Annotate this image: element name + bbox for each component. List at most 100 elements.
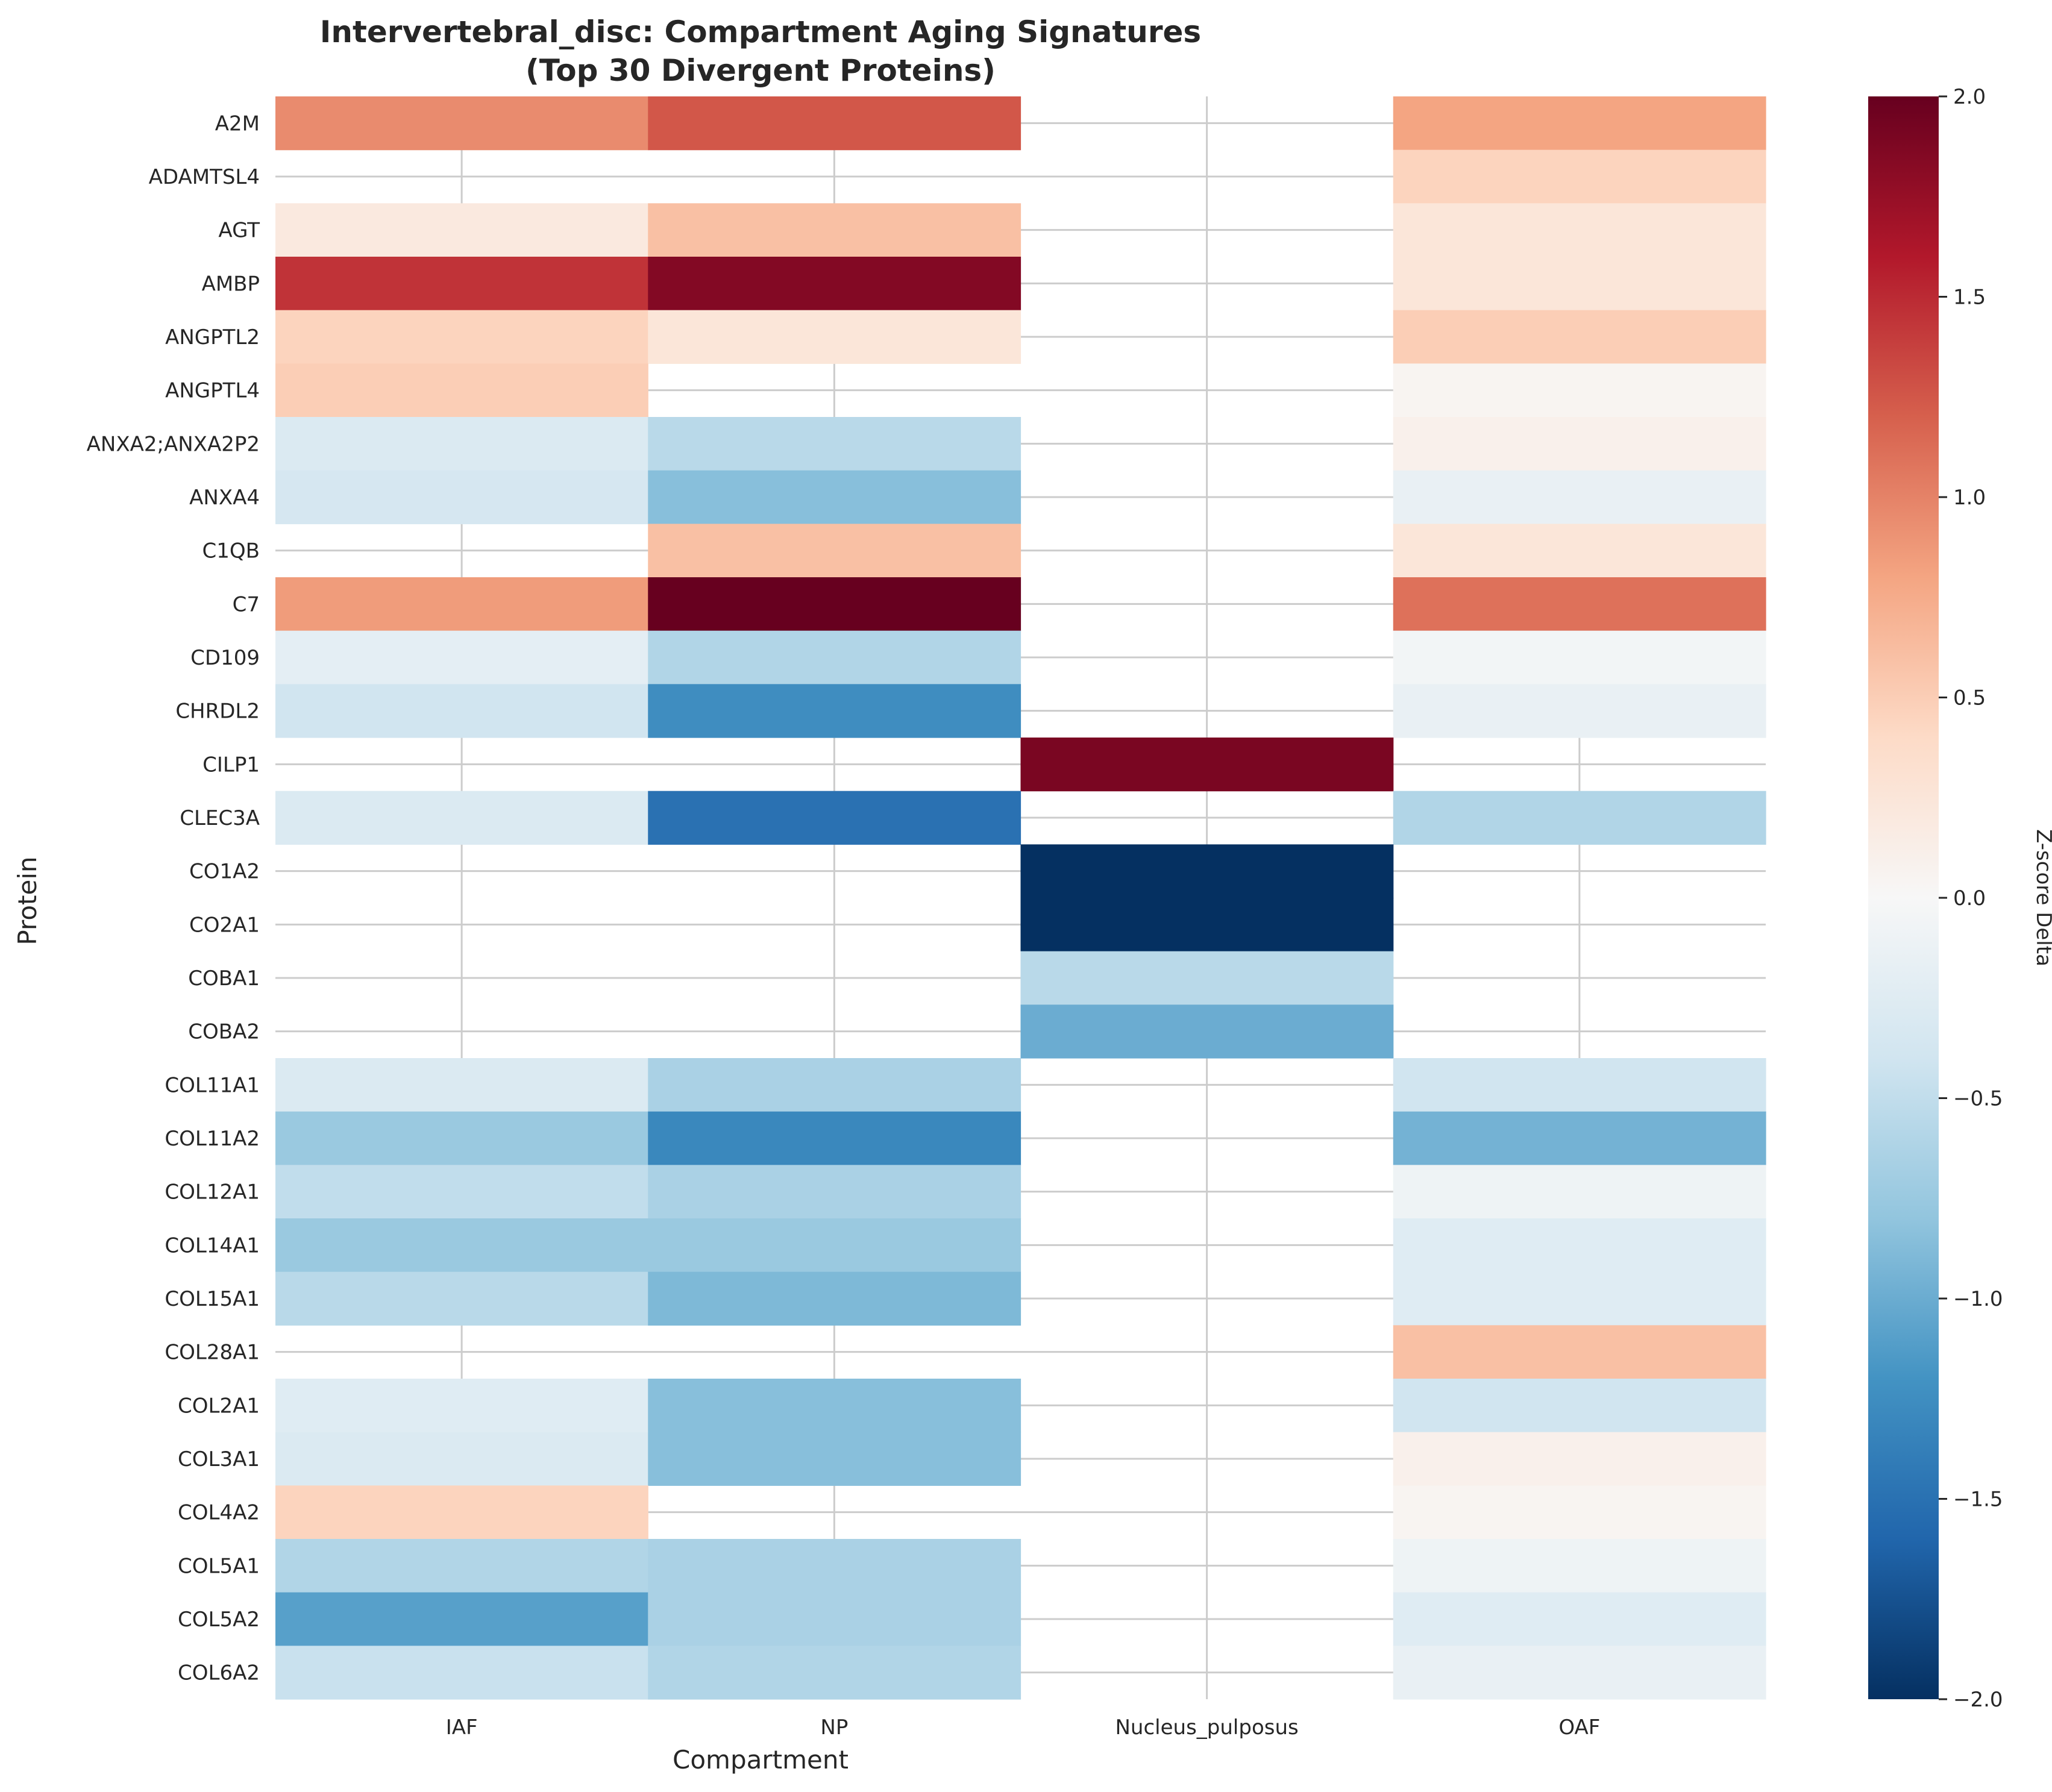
heatmap-cell	[275, 577, 648, 631]
x-tick-label: Nucleus_pulposus	[1115, 1715, 1299, 1740]
heatmap-cell	[1020, 844, 1394, 898]
y-tick-label: COBA2	[188, 1020, 260, 1044]
x-tick-label: OAF	[1558, 1715, 1600, 1740]
heatmap-cell	[275, 470, 648, 524]
y-tick-label: CD109	[190, 646, 260, 670]
heatmap-cell	[648, 1271, 1021, 1326]
heatmap-cell	[1393, 1165, 1766, 1219]
y-axis-label: Protein	[13, 856, 42, 945]
heatmap-cell	[1393, 417, 1766, 471]
heatmap-cell	[1393, 363, 1766, 418]
colorbar-tick-label: −2.0	[1953, 1688, 2003, 1712]
heatmap-cell	[648, 310, 1021, 364]
heatmap-cell	[275, 630, 648, 685]
heatmap-cell	[648, 470, 1021, 524]
y-tick-label: C1QB	[202, 539, 260, 563]
y-tick-label: CO1A2	[189, 860, 260, 884]
x-axis-label: Compartment	[673, 1745, 849, 1775]
heatmap-cell	[1020, 738, 1394, 792]
y-tick-label: CHRDL2	[175, 700, 260, 724]
y-tick-label: AGT	[218, 219, 260, 243]
y-tick-label: COL11A1	[165, 1073, 260, 1097]
y-tick-label: CILP1	[202, 753, 260, 777]
heatmap-cell	[1393, 310, 1766, 364]
heatmap-cell	[648, 1111, 1021, 1165]
y-tick-label: COBA1	[188, 966, 260, 991]
x-tick-label: IAF	[446, 1715, 478, 1740]
heatmap-cell	[648, 1432, 1021, 1486]
y-tick-label: COL5A2	[178, 1608, 260, 1632]
y-tick-label: CLEC3A	[180, 806, 260, 830]
colorbar-tick-label: 2.0	[1953, 85, 1986, 109]
y-tick-label: COL28A1	[165, 1341, 260, 1365]
heatmap-cell	[275, 203, 648, 257]
y-tick-label: ANGPTL4	[165, 379, 260, 403]
heatmap-cell	[1020, 898, 1394, 952]
y-tick-label: ADAMTSL4	[149, 165, 260, 189]
heatmap-cell	[648, 1646, 1021, 1700]
heatmap-cell	[648, 1379, 1021, 1433]
heatmap-cell	[648, 1539, 1021, 1593]
heatmap-cell	[275, 1218, 648, 1273]
y-tick-label: ANXA4	[189, 486, 260, 510]
y-tick-label: A2M	[215, 111, 260, 136]
heatmap-cell	[1020, 1004, 1394, 1059]
heatmap-cell	[1393, 791, 1766, 845]
x-tick-labels: IAF NP Nucleus_pulposus OAF	[446, 1715, 1601, 1740]
heatmap-cell	[275, 417, 648, 471]
heatmap-cell	[648, 1592, 1021, 1646]
heatmap-cell	[648, 577, 1021, 631]
heatmap-cell	[275, 791, 648, 845]
heatmap-cell	[275, 1432, 648, 1486]
y-tick-label: AMBP	[202, 272, 260, 296]
colorbar-tick-label: −0.5	[1953, 1087, 2003, 1111]
heatmap-cell	[1393, 524, 1766, 578]
heatmap-cell	[275, 1646, 648, 1700]
y-tick-label: ANGPTL2	[165, 325, 260, 349]
chart-title-line-1: Intervertebral_disc: Compartment Aging S…	[320, 14, 1201, 49]
heatmap-cell	[1393, 96, 1766, 151]
colorbar-tick-label: −1.5	[1953, 1488, 2003, 1512]
chart-title-line-2: (Top 30 Divergent Proteins)	[526, 53, 996, 88]
colorbar-ticks: −2.0 −1.5 −1.0 −0.5 0.0 0.5 1.0 1.5 2.0	[1939, 85, 2003, 1712]
y-tick-label: ANXA2;ANXA2P2	[87, 432, 260, 456]
colorbar-label: Z-score Delta	[2032, 829, 2052, 966]
heatmap-cell	[275, 1111, 648, 1165]
heatmap-cell	[275, 1379, 648, 1433]
heatmap-cell	[275, 684, 648, 738]
colorbar-tick-label: 0.0	[1953, 886, 1986, 910]
heatmap-cell	[648, 417, 1021, 471]
y-tick-label: CO2A1	[189, 913, 260, 937]
heatmap-cell	[1393, 1485, 1766, 1540]
y-tick-label: COL4A2	[178, 1501, 260, 1525]
colorbar-tick-label: 1.0	[1953, 486, 1986, 510]
heatmap-cell	[1393, 1325, 1766, 1379]
heatmap-cell	[648, 257, 1021, 311]
colorbar-tick-label: 0.5	[1953, 686, 1986, 710]
heatmap-cell	[648, 524, 1021, 578]
heatmap-cell	[1393, 470, 1766, 524]
heatmap-cell	[1393, 1592, 1766, 1646]
heatmap-cell	[275, 1539, 648, 1593]
y-tick-label: COL12A1	[165, 1180, 260, 1205]
heatmap-cell	[275, 1592, 648, 1646]
y-tick-label: COL15A1	[165, 1287, 260, 1311]
heatmap-cell	[1393, 1058, 1766, 1112]
y-tick-label: COL14A1	[165, 1233, 260, 1258]
y-tick-label: COL11A2	[165, 1127, 260, 1151]
heatmap-cell	[1393, 1379, 1766, 1433]
heatmap-cell	[648, 203, 1021, 257]
heatmap-cells	[275, 96, 1766, 1700]
heatmap-cell	[648, 630, 1021, 685]
colorbar-tick-label: 1.5	[1953, 286, 1986, 310]
heatmap-cell	[648, 1058, 1021, 1112]
y-tick-labels: A2M ADAMTSL4 AGT AMBP ANGPTL2 ANGPTL4 ANXA2;AN…	[87, 111, 260, 1685]
x-tick-label: NP	[820, 1715, 848, 1740]
heatmap-cell	[648, 1165, 1021, 1219]
y-tick-label: COL6A2	[178, 1661, 260, 1685]
heatmap-cell	[275, 1271, 648, 1326]
heatmap-cell	[648, 96, 1021, 151]
y-tick-label: COL3A1	[178, 1447, 260, 1471]
